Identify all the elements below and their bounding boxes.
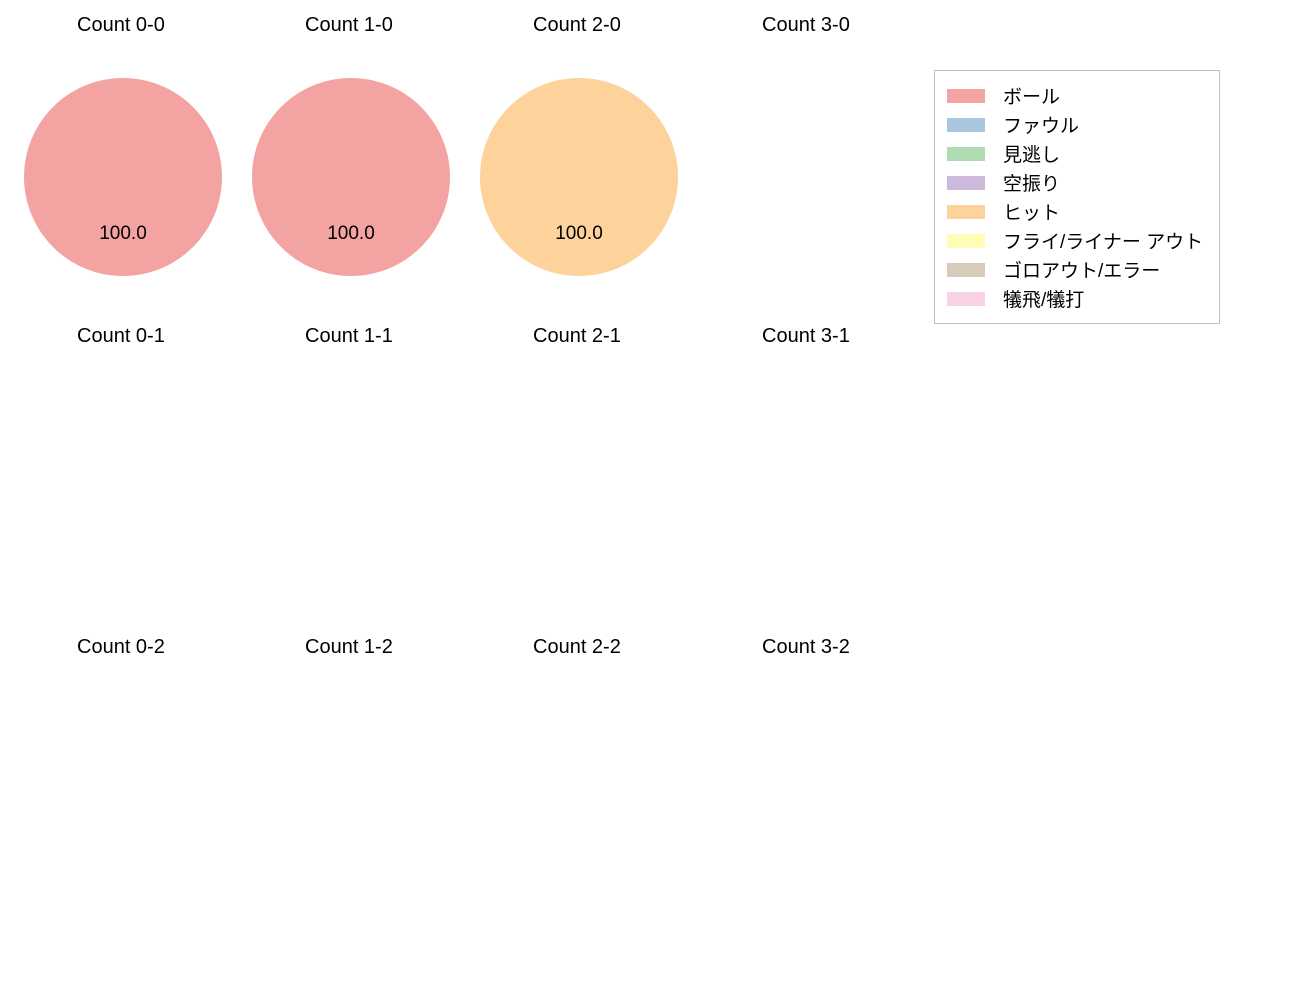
pie-slice-label: 100.0: [99, 223, 147, 245]
legend-item: ファウル: [947, 110, 1205, 139]
legend-label: フライ/ライナー アウト: [1003, 227, 1203, 254]
pie-slice-label: 100.0: [555, 223, 603, 245]
legend-swatch: [947, 89, 985, 103]
chart-title: Count 0-2: [77, 636, 165, 659]
chart-title: Count 0-1: [77, 325, 165, 348]
chart-title: Count 3-2: [762, 636, 850, 659]
legend-swatch: [947, 205, 985, 219]
legend-swatch: [947, 147, 985, 161]
legend-swatch: [947, 263, 985, 277]
chart-title: Count 3-1: [762, 325, 850, 348]
chart-title: Count 1-2: [305, 636, 393, 659]
legend-item: 見逃し: [947, 139, 1205, 168]
legend-label: 犠飛/犠打: [1003, 285, 1084, 312]
pie-chart: [480, 78, 678, 276]
legend: ボールファウル見逃し空振りヒットフライ/ライナー アウトゴロアウト/エラー犠飛/…: [934, 70, 1220, 324]
pie-slice-label: 100.0: [327, 223, 375, 245]
legend-item: ボール: [947, 81, 1205, 110]
legend-swatch: [947, 118, 985, 132]
legend-label: ファウル: [1003, 111, 1079, 138]
chart-title: Count 0-0: [77, 14, 165, 37]
legend-item: 空振り: [947, 168, 1205, 197]
legend-item: ゴロアウト/エラー: [947, 255, 1205, 284]
chart-title: Count 1-0: [305, 14, 393, 37]
legend-item: フライ/ライナー アウト: [947, 226, 1205, 255]
legend-label: ヒット: [1003, 198, 1060, 225]
legend-swatch: [947, 234, 985, 248]
chart-title: Count 2-0: [533, 14, 621, 37]
legend-label: ゴロアウト/エラー: [1003, 256, 1160, 283]
chart-title: Count 3-0: [762, 14, 850, 37]
legend-swatch: [947, 292, 985, 306]
legend-label: ボール: [1003, 82, 1060, 109]
legend-swatch: [947, 176, 985, 190]
legend-item: ヒット: [947, 197, 1205, 226]
chart-title: Count 2-1: [533, 325, 621, 348]
legend-label: 見逃し: [1003, 140, 1060, 167]
chart-title: Count 2-2: [533, 636, 621, 659]
legend-item: 犠飛/犠打: [947, 284, 1205, 313]
legend-label: 空振り: [1003, 169, 1060, 196]
pie-chart: [252, 78, 450, 276]
pie-chart: [24, 78, 222, 276]
chart-title: Count 1-1: [305, 325, 393, 348]
